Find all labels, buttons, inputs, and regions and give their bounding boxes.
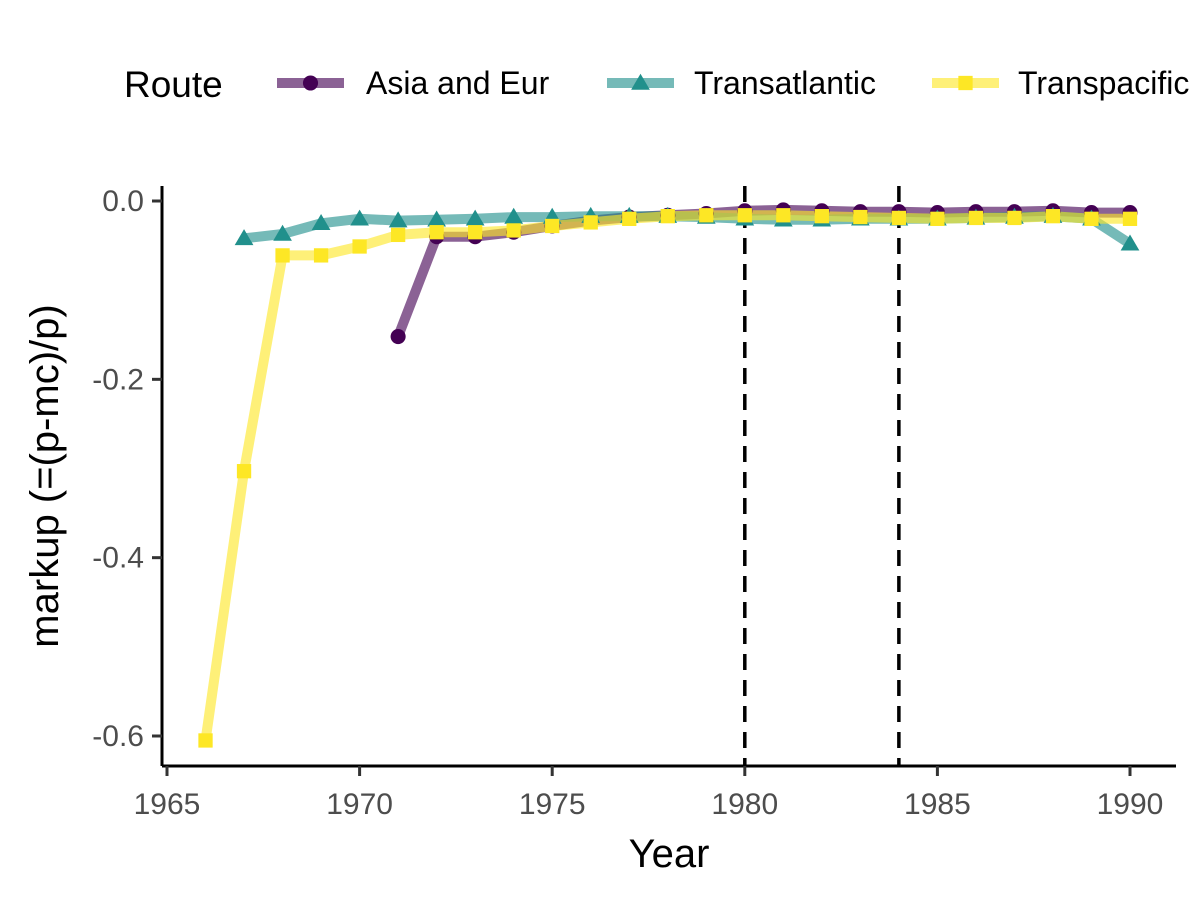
point-transpacific-1977 [622,211,637,226]
point-transpacific-1976 [583,215,598,230]
point-transpacific-1974 [506,223,521,238]
point-transatlantic-1990 [1120,234,1140,251]
point-transpacific-1984 [891,210,907,226]
series-lines [200,204,1133,742]
point-transpacific-1987 [1007,210,1022,226]
point-transatlantic-1970 [350,209,369,226]
series-line-transpacific [200,210,1130,742]
legend-key-marker [302,75,319,91]
point-transatlantic-1969 [311,214,331,231]
legend: Route Asia and Eur Transatlantic Transpaci… [124,64,1189,105]
point-transpacific-1972 [429,225,444,240]
x-tick-label-1975: 1975 [519,788,586,821]
point-transpacific-1982 [814,209,829,224]
axes: 1965 1970 1975 1980 1985 1990 -0.6 -0.4 -0.2 0.0… [23,185,1176,876]
y-axis-ticks: -0.6 -0.4 -0.2 0.0 [92,185,162,753]
x-axis-title: Year [629,832,710,876]
point-transpacific-1978 [660,209,675,224]
x-tick-label-1985: 1985 [904,788,971,821]
point-transatlantic-1973 [465,209,485,226]
point-transpacific-1980 [737,208,752,223]
reference-lines [743,186,901,766]
point-transatlantic-1968 [273,224,292,241]
y-tick-label-0: 0.0 [102,185,144,218]
legend-title: Route [124,64,223,105]
y-tick-label--0.6: -0.6 [92,720,144,753]
x-tick-label-1965: 1965 [134,788,201,821]
point-transpacific-1970 [352,239,367,254]
point-transpacific-1979 [699,208,714,223]
legend-key-marker [958,75,973,91]
point-transatlantic-1972 [427,210,446,227]
point-transpacific-1989 [1084,211,1099,226]
point-transpacific-1975 [545,218,560,234]
plot-area [198,186,1140,766]
y-tick-label--0.4: -0.4 [92,542,144,575]
legend-item-asia-and-eur: Asia and Eur [277,65,550,101]
point-transpacific-1985 [930,211,945,226]
point-transatlantic-1967 [234,229,254,246]
x-tick-label-1980: 1980 [711,788,778,821]
legend-key-marker [631,73,650,90]
x-axis-ticks: 1965 1970 1975 1980 1985 1990 [134,766,1164,821]
x-tick-label-1970: 1970 [326,788,393,821]
point-transpacific-1983 [853,209,868,225]
point-transatlantic-1974 [504,207,524,224]
point-transpacific-1966 [198,733,213,748]
legend-label: Asia and Eur [366,65,550,101]
point-transpacific-1988 [1045,209,1061,224]
series-points [198,202,1140,748]
y-axis-title: markup (=(p-mc)/p) [23,304,67,647]
point-transpacific-1968 [275,248,290,263]
legend-item-transpacific: Transpacific [932,65,1189,101]
point-transpacific-1986 [968,210,984,226]
point-transpacific-1990 [1122,211,1138,226]
x-tick-label-1990: 1990 [1097,788,1164,821]
point-asia-and-eur-1971 [390,328,406,345]
legend-items: Asia and Eur Transatlantic Transpacific [277,65,1189,101]
point-transpacific-1967 [236,464,252,479]
point-transpacific-1973 [468,225,483,240]
point-transpacific-1971 [390,227,406,243]
point-transpacific-1969 [313,248,329,263]
point-transatlantic-1971 [388,211,408,228]
legend-item-transatlantic: Transatlantic [607,65,876,101]
y-tick-label--0.2: -0.2 [92,363,144,396]
point-transpacific-1981 [776,208,791,223]
legend-label: Transpacific [1018,65,1189,101]
legend-label: Transatlantic [694,65,876,101]
